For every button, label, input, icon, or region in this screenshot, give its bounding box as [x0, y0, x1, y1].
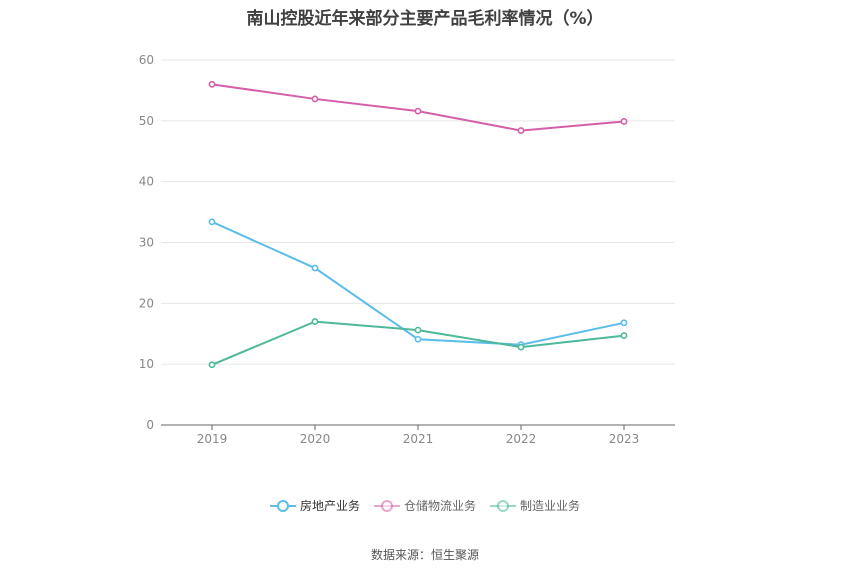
- y-tick-label: 10: [139, 357, 154, 371]
- data-point[interactable]: [311, 264, 319, 272]
- grid-lines: [161, 59, 675, 365]
- legend-item[interactable]: 房地产业务: [269, 497, 360, 514]
- x-tick-label: 2023: [609, 432, 640, 446]
- y-tick-label: 60: [139, 53, 154, 67]
- y-tick-label: 30: [139, 236, 154, 250]
- data-point[interactable]: [620, 332, 628, 339]
- series-line: [211, 83, 625, 132]
- y-tick-label: 40: [139, 175, 154, 189]
- legend-label: 房地产业务: [299, 499, 360, 513]
- axes: 0 10 20 30 40 50 60 2019 2020 2021 2022 2023: [139, 53, 675, 446]
- data-point[interactable]: [208, 361, 216, 369]
- series-1: [208, 80, 628, 134]
- legend-swatch-icon: [490, 499, 516, 512]
- data-point[interactable]: [208, 218, 216, 226]
- data-point[interactable]: [620, 319, 628, 327]
- legend: 房地产业务 仓储物流业务 制造业业务: [0, 497, 850, 514]
- data-point[interactable]: [311, 318, 319, 325]
- legend-label: 制造业业务: [520, 499, 581, 513]
- legend-swatch-icon: [269, 499, 296, 512]
- y-tick-label: 20: [139, 296, 154, 310]
- legend-item[interactable]: 制造业业务: [490, 497, 580, 514]
- y-tick-label: 50: [139, 114, 154, 128]
- data-point[interactable]: [414, 107, 422, 115]
- data-point[interactable]: [208, 80, 216, 88]
- series-0: [208, 218, 628, 349]
- x-tick-label: 2021: [403, 432, 434, 446]
- chart-title: 南山控股近年来部分主要产品毛利率情况（%）: [246, 9, 604, 29]
- data-point[interactable]: [414, 335, 422, 343]
- y-tick-label: 0: [146, 418, 154, 432]
- source-note: 数据来源：恒生聚源: [370, 548, 479, 562]
- x-tick-label: 2019: [197, 432, 228, 446]
- x-tick-label: 2022: [506, 432, 537, 446]
- data-point[interactable]: [517, 127, 525, 134]
- data-point[interactable]: [517, 343, 525, 351]
- legend-item[interactable]: 仓储物流业务: [373, 497, 476, 514]
- x-tick-label: 2020: [300, 432, 331, 446]
- data-point[interactable]: [620, 118, 628, 125]
- legend-swatch-icon: [373, 499, 400, 512]
- data-point[interactable]: [414, 326, 422, 334]
- series-layer: [208, 80, 628, 369]
- series-line: [211, 220, 625, 346]
- legend-label: 仓储物流业务: [403, 499, 476, 513]
- series-2: [208, 318, 628, 369]
- data-point[interactable]: [311, 95, 319, 103]
